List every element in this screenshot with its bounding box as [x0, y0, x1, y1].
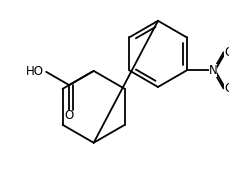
Text: O: O [65, 109, 74, 122]
Text: O: O [224, 46, 229, 59]
Text: N: N [209, 64, 218, 77]
Text: HO: HO [26, 65, 44, 78]
Text: O: O [224, 82, 229, 95]
